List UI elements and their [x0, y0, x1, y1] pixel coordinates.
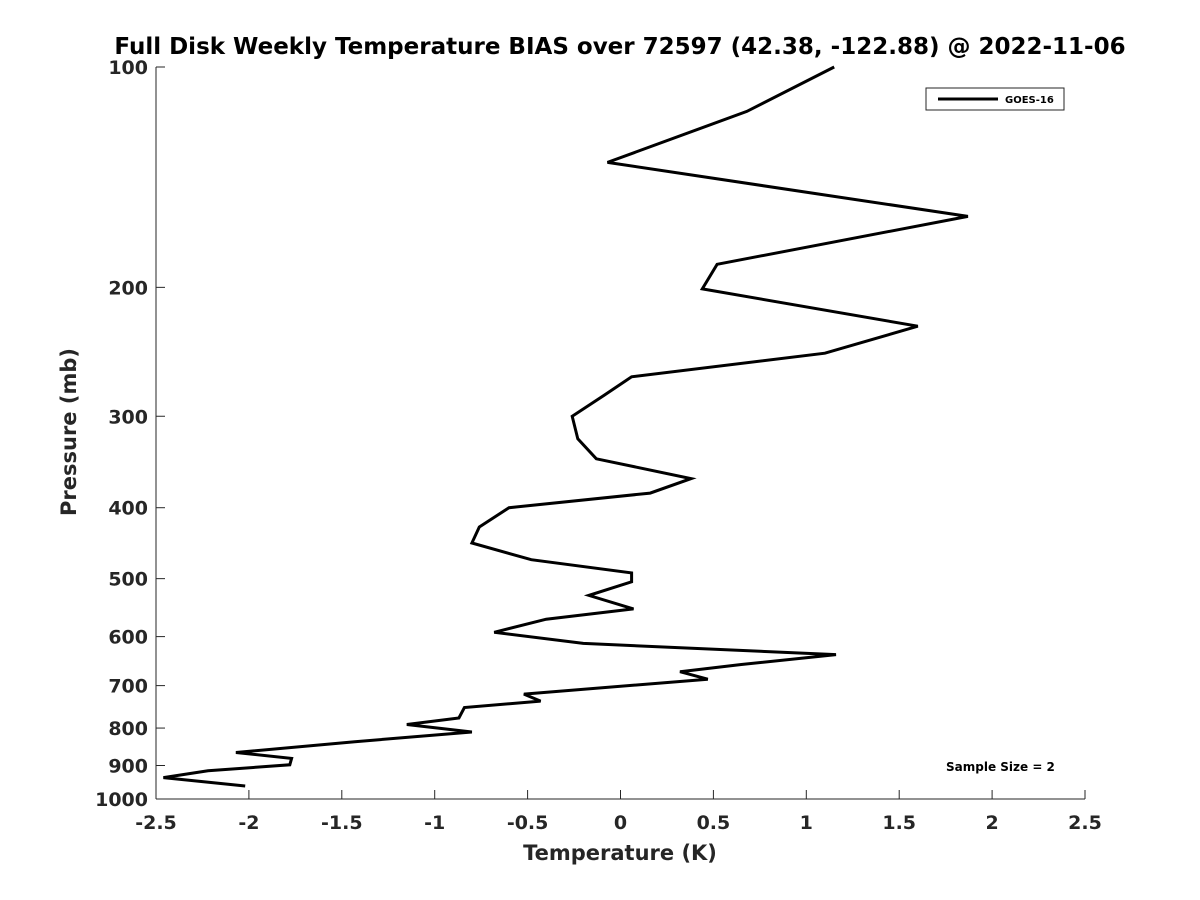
y-tick-label: 400	[108, 498, 148, 520]
x-axis-label: Temperature (K)	[523, 841, 717, 865]
x-tick-label: -0.5	[507, 812, 549, 834]
series-line-goes-16	[163, 65, 969, 788]
plot-axes: -2.5 -2 -1.5 -1 -0.5 0 0.5 1 1.5 2 2.5 100 200 300 400…	[95, 57, 1102, 834]
x-tick-label: -2	[238, 812, 259, 834]
legend-entry-label: GOES-16	[1005, 95, 1054, 106]
chart-title: Full Disk Weekly Temperature BIAS over 7…	[114, 34, 1125, 60]
x-tick-label: -2.5	[135, 812, 177, 834]
y-axis-label: Pressure (mb)	[57, 348, 81, 516]
x-tick-label: 0	[614, 812, 627, 834]
x-tick-label: 1	[800, 812, 813, 834]
x-tick-label: -1	[424, 812, 445, 834]
y-tick-label: 100	[108, 57, 148, 79]
y-tick-label: 700	[108, 676, 148, 698]
y-tick-label: 500	[108, 569, 148, 591]
x-tick-label: 1.5	[882, 812, 916, 834]
x-tick-label: 2	[985, 812, 998, 834]
plot-lines	[163, 65, 969, 788]
y-tick-label: 900	[108, 756, 148, 778]
x-tick-label: 2.5	[1068, 812, 1102, 834]
y-tick-label: 1000	[95, 789, 148, 811]
legend: GOES-16	[925, 87, 1065, 111]
y-tick-label: 800	[108, 718, 148, 740]
x-tick-label: 0.5	[697, 812, 731, 834]
sample-size-annotation: Sample Size = 2	[946, 760, 1055, 774]
x-tick-label: -1.5	[321, 812, 363, 834]
y-tick-label: 200	[108, 277, 148, 299]
y-tick-label: 600	[108, 627, 148, 649]
y-tick-label: 300	[108, 406, 148, 428]
